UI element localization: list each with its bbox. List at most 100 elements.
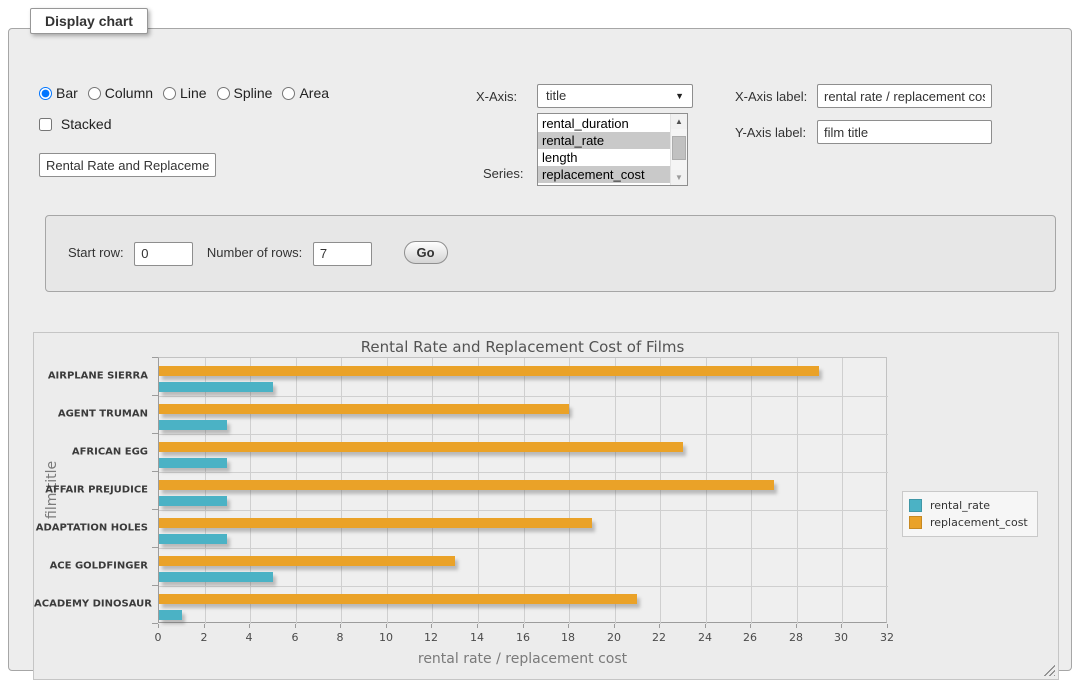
x-tick-mark: [204, 624, 205, 628]
bar-replacement_cost: [159, 404, 569, 414]
scroll-down-icon[interactable]: ▼: [671, 170, 687, 185]
chart-title-input[interactable]: [39, 153, 216, 177]
chart-type-radio-column[interactable]: [88, 87, 101, 100]
chart-type-option-column[interactable]: Column: [88, 85, 153, 101]
x-axis-label-label: X-Axis label:: [735, 89, 807, 104]
gridline-vertical: [797, 358, 798, 624]
gridline-vertical: [569, 358, 570, 624]
gridline-vertical: [205, 358, 206, 624]
gridline-horizontal: [159, 510, 888, 511]
bar-replacement_cost: [159, 518, 592, 528]
scrollbar-thumb[interactable]: [672, 136, 686, 160]
series-listbox[interactable]: rental_durationrental_ratelengthreplacem…: [537, 113, 688, 186]
panel-title: Display chart: [30, 8, 148, 34]
x-axis-select[interactable]: title ▼: [537, 84, 693, 108]
y-tick-mark: [152, 585, 158, 586]
legend-swatch-rental_rate: [909, 499, 922, 512]
category-label: AFFAIR PREJUDICE: [34, 485, 148, 496]
bar-rental_rate: [159, 572, 273, 582]
y-axis-label-input[interactable]: [817, 120, 992, 144]
x-tick-mark: [158, 624, 159, 628]
gridline-vertical: [387, 358, 388, 624]
y-tick-mark: [152, 395, 158, 396]
x-tick-label: 24: [698, 631, 712, 644]
x-tick-mark: [295, 624, 296, 628]
chart-type-radio-group: Bar Column Line Spline Area: [39, 85, 339, 101]
bar-replacement_cost: [159, 442, 683, 452]
series-option-replacement_cost[interactable]: replacement_cost: [538, 166, 670, 183]
start-row-input[interactable]: [134, 242, 193, 266]
chart-type-radio-spline[interactable]: [217, 87, 230, 100]
bar-rental_rate: [159, 458, 227, 468]
gridline-vertical: [296, 358, 297, 624]
chart-type-label: Line: [180, 85, 206, 101]
x-tick-label: 30: [834, 631, 848, 644]
gridline-vertical: [660, 358, 661, 624]
chart-type-label: Spline: [234, 85, 273, 101]
bar-replacement_cost: [159, 366, 819, 376]
bar-rental_rate: [159, 534, 227, 544]
chart-type-radio-line[interactable]: [163, 87, 176, 100]
x-axis-label-input[interactable]: [817, 84, 992, 108]
series-option-rental_rate[interactable]: rental_rate: [538, 132, 670, 149]
x-tick-mark: [340, 624, 341, 628]
series-select-label: Series:: [483, 166, 523, 181]
category-label: AGENT TRUMAN: [34, 409, 148, 420]
x-tick-label: 2: [201, 631, 208, 644]
x-tick-mark: [796, 624, 797, 628]
x-tick-mark: [750, 624, 751, 628]
chart-type-option-line[interactable]: Line: [163, 85, 206, 101]
x-tick-label: 8: [337, 631, 344, 644]
category-label: AFRICAN EGG: [34, 447, 148, 458]
x-tick-label: 10: [379, 631, 393, 644]
gridline-vertical: [706, 358, 707, 624]
x-tick-label: 26: [743, 631, 757, 644]
num-rows-input[interactable]: [313, 242, 372, 266]
gridline-horizontal: [159, 586, 888, 587]
x-tick-label: 20: [607, 631, 621, 644]
stacked-label: Stacked: [61, 116, 112, 132]
y-tick-mark: [152, 547, 158, 548]
page: Display chart Bar Column Line Spline Area St…: [0, 0, 1081, 681]
y-tick-mark: [152, 471, 158, 472]
num-rows-label: Number of rows:: [207, 245, 302, 260]
dropdown-arrow-icon: ▼: [675, 85, 684, 107]
series-listbox-scrollbar[interactable]: ▲ ▼: [670, 114, 687, 185]
x-tick-mark: [705, 624, 706, 628]
go-button[interactable]: Go: [404, 241, 448, 264]
scroll-up-icon[interactable]: ▲: [671, 114, 687, 129]
x-tick-mark: [249, 624, 250, 628]
chart-legend: rental_rate replacement_cost: [902, 491, 1038, 537]
series-option-length[interactable]: length: [538, 149, 670, 166]
chart-type-option-area[interactable]: Area: [282, 85, 329, 101]
plot-area: [158, 357, 887, 623]
chart-type-label: Bar: [56, 85, 78, 101]
gridline-horizontal: [159, 472, 888, 473]
x-tick-label: 28: [789, 631, 803, 644]
stacked-checkbox-row[interactable]: Stacked: [39, 116, 111, 132]
chart-type-option-bar[interactable]: Bar: [39, 85, 78, 101]
x-tick-label: 16: [516, 631, 530, 644]
chart-type-radio-bar[interactable]: [39, 87, 52, 100]
y-tick-mark: [152, 357, 158, 358]
resize-grip-icon[interactable]: [1043, 664, 1055, 676]
category-label: ADAPTATION HOLES: [34, 523, 148, 534]
x-tick-label: 14: [470, 631, 484, 644]
bar-rental_rate: [159, 420, 227, 430]
legend-row: replacement_cost: [909, 514, 1028, 531]
x-tick-mark: [477, 624, 478, 628]
x-tick-mark: [386, 624, 387, 628]
chart-type-option-spline[interactable]: Spline: [217, 85, 273, 101]
gridline-vertical: [615, 358, 616, 624]
series-option-rental_duration[interactable]: rental_duration: [538, 115, 670, 132]
x-tick-mark: [659, 624, 660, 628]
y-axis-label-label: Y-Axis label:: [735, 125, 806, 140]
x-tick-mark: [568, 624, 569, 628]
chart-type-radio-area[interactable]: [282, 87, 295, 100]
bar-replacement_cost: [159, 480, 774, 490]
legend-label-rental_rate: rental_rate: [930, 499, 990, 512]
x-tick-label: 4: [246, 631, 253, 644]
stacked-checkbox[interactable]: [39, 118, 52, 131]
start-row-label: Start row:: [68, 245, 124, 260]
chart-type-label: Column: [105, 85, 153, 101]
